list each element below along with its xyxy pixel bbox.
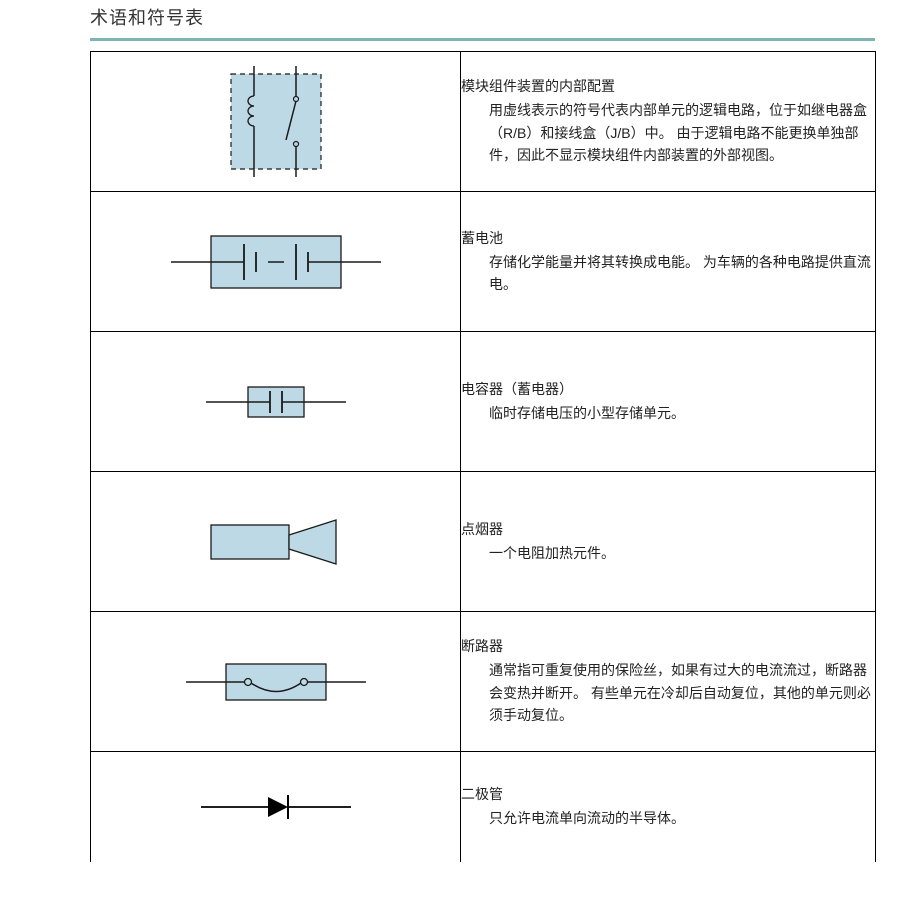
definition-text: 一个电阻加热元件。: [461, 542, 875, 564]
symbol-cell: [91, 752, 461, 862]
symbol-cell: [91, 612, 461, 752]
table-row: 电容器（蓄电器） 临时存储电压的小型存储单元。: [91, 332, 876, 472]
term-label: 蓄电池: [461, 228, 875, 249]
table-row: 模块组件装置的内部配置 用虚线表示的符号代表内部单元的逻辑电路，位于如继电器盒（…: [91, 52, 876, 192]
description-cell: 二极管 只允许电流单向流动的半导体。: [461, 752, 876, 862]
circuit-breaker-icon: [166, 652, 386, 712]
table-row: 点烟器 一个电阻加热元件。: [91, 472, 876, 612]
description-cell: 蓄电池 存储化学能量并将其转换成电能。 为车辆的各种电路提供直流电。: [461, 192, 876, 332]
description-cell: 点烟器 一个电阻加热元件。: [461, 472, 876, 612]
term-label: 模块组件装置的内部配置: [461, 76, 875, 97]
page-title: 术语和符号表: [90, 4, 905, 30]
term-label: 二极管: [461, 784, 875, 805]
definition-text: 只允许电流单向流动的半导体。: [461, 807, 875, 829]
description-cell: 电容器（蓄电器） 临时存储电压的小型存储单元。: [461, 332, 876, 472]
description-cell: 模块组件装置的内部配置 用虚线表示的符号代表内部单元的逻辑电路，位于如继电器盒（…: [461, 52, 876, 192]
definition-text: 存储化学能量并将其转换成电能。 为车辆的各种电路提供直流电。: [461, 251, 875, 296]
table-row: 断路器 通常指可重复使用的保险丝，如果有过大的电流流过，断路器会变热并断开。 有…: [91, 612, 876, 752]
term-label: 电容器（蓄电器）: [461, 379, 875, 400]
term-label: 断路器: [461, 636, 875, 657]
title-underline: [90, 38, 875, 41]
description-cell: 断路器 通常指可重复使用的保险丝，如果有过大的电流流过，断路器会变热并断开。 有…: [461, 612, 876, 752]
symbol-cell: [91, 192, 461, 332]
symbol-table: 模块组件装置的内部配置 用虚线表示的符号代表内部单元的逻辑电路，位于如继电器盒（…: [90, 51, 876, 862]
symbol-cell: [91, 332, 461, 472]
module-internal-config-icon: [196, 62, 356, 182]
definition-text: 通常指可重复使用的保险丝，如果有过大的电流流过，断路器会变热并断开。 有些单元在…: [461, 659, 875, 726]
symbol-cell: [91, 472, 461, 612]
table-row: 二极管 只允许电流单向流动的半导体。: [91, 752, 876, 862]
term-label: 点烟器: [461, 519, 875, 540]
cigarette-lighter-icon: [176, 507, 376, 577]
symbol-cell: [91, 52, 461, 192]
definition-text: 用虚线表示的符号代表内部单元的逻辑电路，位于如继电器盒（R/B）和接线盒（J/B…: [461, 99, 875, 166]
capacitor-icon: [176, 372, 376, 432]
definition-text: 临时存储电压的小型存储单元。: [461, 402, 875, 424]
diode-icon: [176, 782, 376, 832]
battery-icon: [156, 222, 396, 302]
table-row: 蓄电池 存储化学能量并将其转换成电能。 为车辆的各种电路提供直流电。: [91, 192, 876, 332]
